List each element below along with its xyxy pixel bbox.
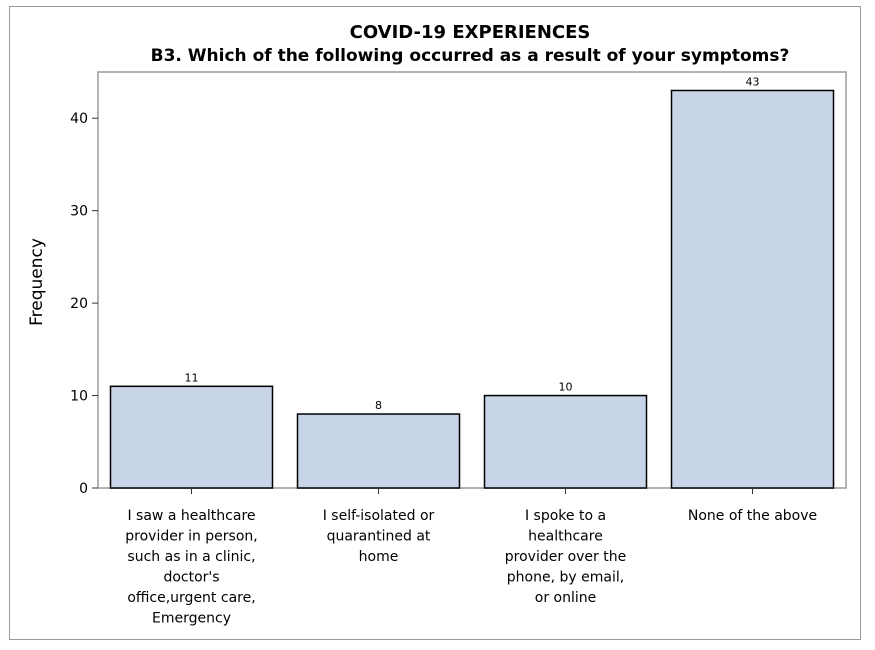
- x-tick-label: I saw a healthcare: [127, 508, 255, 524]
- x-tick-label: quarantined at: [327, 529, 431, 545]
- bar: [296, 413, 461, 489]
- x-tick-label: Emergency: [152, 611, 231, 627]
- plot-border: [97, 71, 847, 489]
- x-tick-label: None of the above: [688, 508, 817, 524]
- data-label: 10: [559, 381, 573, 394]
- y-axis-label: Frequency: [27, 238, 47, 326]
- y-tick-label: 10: [70, 389, 88, 405]
- x-tick-label: phone, by email,: [507, 570, 624, 586]
- plot-area: 0 10 20 30 40 11 I saw a healthcare provider in…: [70, 71, 847, 627]
- x-tick-label: provider over the: [505, 549, 626, 565]
- x-tick-label: I spoke to a: [525, 508, 606, 524]
- bar: [109, 385, 274, 489]
- x-tick-label: office,urgent care,: [127, 590, 255, 606]
- x-tick-label: home: [359, 549, 399, 565]
- x-tick-label: healthcare: [528, 529, 603, 545]
- data-label: 8: [375, 399, 382, 412]
- x-tick-label: I self-isolated or: [323, 508, 435, 524]
- x-tick-label: or online: [535, 590, 596, 606]
- y-tick-label: 20: [70, 296, 88, 312]
- data-label: 43: [746, 75, 760, 88]
- data-label: 11: [185, 371, 199, 384]
- chart-subtitle: B3. Which of the following occurred as a…: [151, 46, 790, 66]
- x-tick-label: doctor's: [163, 570, 219, 586]
- chart-title: COVID-19 EXPERIENCES: [350, 22, 591, 43]
- bar: [483, 394, 648, 489]
- chart-frame: [9, 6, 861, 640]
- bar: [670, 89, 835, 489]
- x-tick-label: provider in person,: [125, 529, 257, 545]
- y-tick-label: 30: [70, 204, 88, 220]
- y-tick-label: 40: [70, 111, 88, 127]
- y-tick-label: 0: [79, 481, 88, 497]
- x-tick-label: such as in a clinic,: [127, 549, 255, 565]
